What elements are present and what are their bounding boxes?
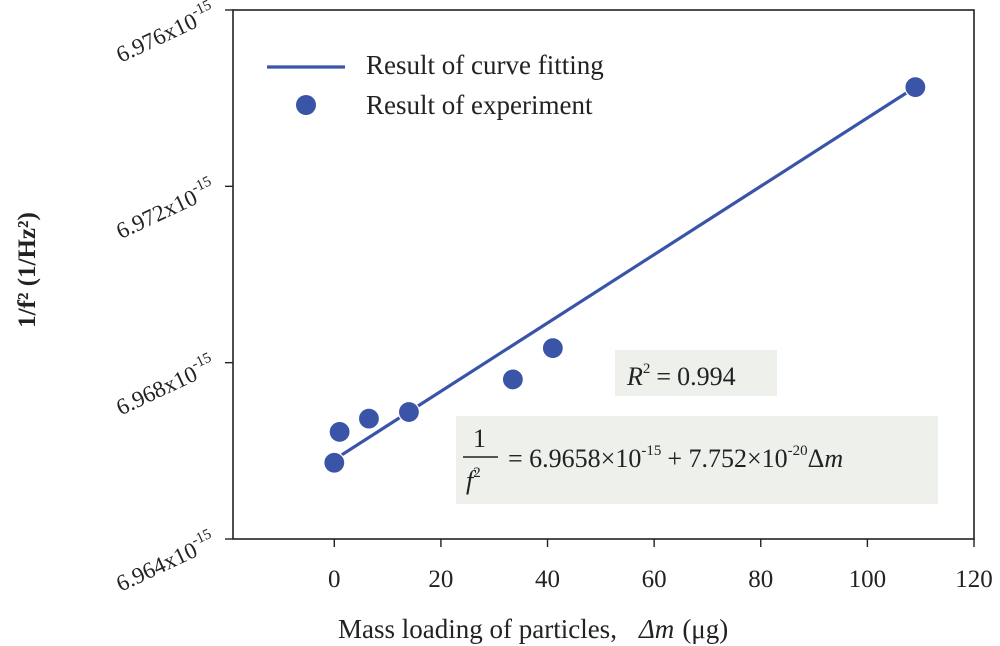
experiment-point <box>904 76 927 99</box>
r2-annotation-box <box>615 350 777 396</box>
x-axis-label-text: Mass loading of particles, <box>338 614 617 644</box>
y-tick-label: 6.976x10-15 <box>111 0 219 67</box>
x-axis-label-symbol: Δm <box>638 614 674 644</box>
plot-frame <box>232 9 975 540</box>
experiment-point <box>323 451 346 474</box>
r2-annotation: R2 = 0.994 <box>615 350 777 396</box>
y-tick-label: 6.964x10-15 <box>111 526 219 596</box>
eq-rhs-slope: + 7.752×10 <box>667 444 787 473</box>
x-tick-label: 20 <box>428 566 453 593</box>
eq-delta: Δ <box>808 444 825 473</box>
r2-exponent: 2 <box>643 361 651 377</box>
x-tick-label: 40 <box>535 566 560 593</box>
y-axis-ticks: 6.964x10-15 6.968x10-15 6.972x10-15 6.976x1… <box>111 0 233 596</box>
eq-rhs-intercept: = 6.9658×10 <box>508 444 641 473</box>
x-tick-label: 80 <box>748 566 773 593</box>
x-tick-label: 100 <box>849 566 887 593</box>
eq-m: m <box>824 444 843 473</box>
r2-equals: = <box>656 362 671 391</box>
experiment-point <box>501 368 524 391</box>
fit-equation-annotation: 1 f2 = 6.9658×10-15 + 7.752×10-20Δm <box>456 416 938 504</box>
y-tick-label: 6.968x10-15 <box>111 350 219 420</box>
legend: Result of curve fitting Result of experi… <box>267 50 604 120</box>
legend-marker-swatch <box>296 95 316 115</box>
x-axis-ticks: 0 20 40 60 80 100 120 <box>328 539 993 593</box>
fit-equation-box <box>456 416 938 504</box>
fit-line <box>327 85 917 465</box>
eq-intercept-exp: -15 <box>641 443 661 459</box>
legend-label-experiment: Result of experiment <box>366 90 593 120</box>
eq-slope-exp: -20 <box>788 443 808 459</box>
svg-text:= 6.9658×10-15+ 7.752×10-20Δm: = 6.9658×10-15 + 7.752×10-20Δm <box>508 443 843 473</box>
experiment-point <box>357 407 381 430</box>
y-axis-label: 1/f² (1/Hz²) <box>14 212 41 328</box>
y-tick-label: 6.972x10-15 <box>111 173 219 243</box>
r2-symbol: R <box>626 362 643 391</box>
x-tick-label: 120 <box>955 566 993 593</box>
experiment-points <box>323 76 927 474</box>
experiment-point <box>328 420 351 443</box>
svg-text:R2=0.994: R2 = 0.994 <box>626 361 736 391</box>
svg-text:f2: f2 <box>466 465 481 495</box>
eq-denominator-exp: 2 <box>473 465 481 481</box>
legend-label-fit: Result of curve fitting <box>366 50 604 80</box>
eq-numerator: 1 <box>473 424 486 453</box>
experiment-point <box>541 337 564 360</box>
r2-value: 0.994 <box>677 362 736 391</box>
x-axis-label: Mass loading of particles, Δm (μg) <box>338 614 728 644</box>
experiment-point <box>397 400 421 424</box>
eq-denominator-f: f <box>466 466 477 495</box>
x-tick-label: 60 <box>642 566 667 593</box>
x-tick-label: 0 <box>328 566 341 593</box>
x-axis-label-unit: (μg) <box>682 614 728 644</box>
